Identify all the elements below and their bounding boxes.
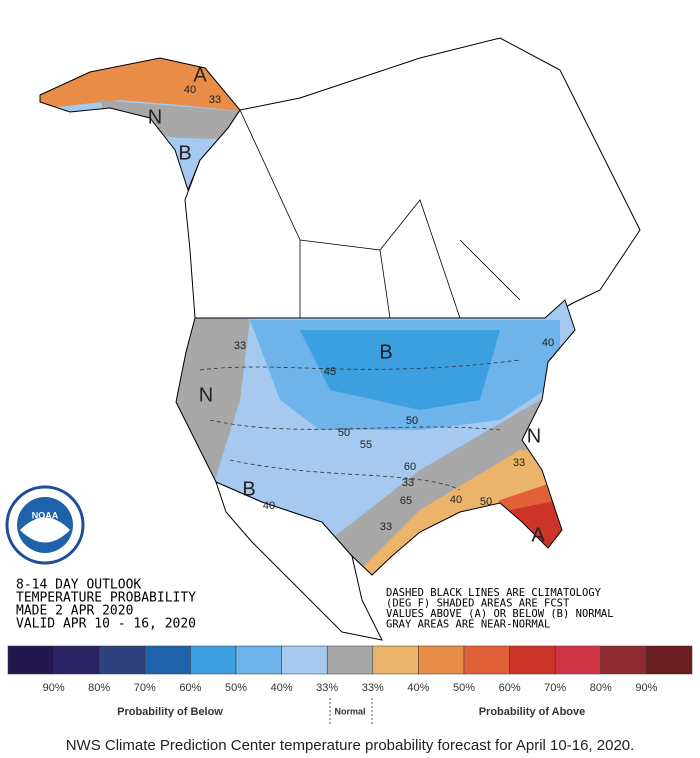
canada	[184, 37, 641, 319]
legend-swatch	[372, 645, 419, 675]
legend-label: 80%	[590, 682, 612, 694]
region-label: B	[242, 478, 255, 500]
legend-label: 33%	[316, 682, 338, 694]
region-label: N	[199, 384, 213, 406]
legend-label: 50%	[225, 682, 247, 694]
region-label: 40	[542, 337, 554, 349]
region-label: 33	[513, 457, 525, 469]
region-label: N	[148, 106, 162, 128]
legend-label: 60%	[179, 682, 201, 694]
legend-swatch	[600, 645, 647, 675]
legend-swatch	[646, 645, 693, 675]
alaska-outline	[39, 57, 241, 192]
region-label: 33	[234, 340, 246, 352]
region-label: 65	[400, 495, 412, 507]
region-label: 40	[450, 494, 462, 506]
outlook-line: TEMPERATURE PROBABILITY	[16, 591, 196, 606]
note-line: (DEG F) SHADED AREAS ARE FCST	[386, 598, 570, 610]
outlook-line: VALID APR 10 - 16, 2020	[16, 617, 196, 632]
legend-label: 90%	[43, 682, 65, 694]
note-line: DASHED BLACK LINES ARE CLIMATOLOGY	[386, 587, 602, 599]
region-label: 55	[360, 439, 372, 451]
outlook-line: MADE 2 APR 2020	[16, 604, 133, 619]
noaa-bird	[20, 517, 70, 543]
legend-swatch	[463, 645, 510, 675]
region-label: 60	[404, 461, 416, 473]
legend-label: 70%	[134, 682, 156, 694]
legend-label: 33%	[362, 682, 384, 694]
legend-label: 70%	[544, 682, 566, 694]
region-label: 50	[338, 427, 350, 439]
note-line: VALUES ABOVE (A) OR BELOW (B) NORMAL	[386, 608, 614, 620]
region-label: 50	[480, 496, 492, 508]
legend-swatch	[144, 645, 191, 675]
legend-normal: Normal	[334, 706, 365, 716]
region-label: 50	[406, 415, 418, 427]
logo-text: NOAA	[32, 510, 59, 520]
legend-swatch	[326, 645, 374, 675]
legend-swatch	[7, 645, 54, 675]
legend-below: Probability of Below	[117, 706, 223, 718]
caption: NWS Climate Prediction Center temperatur…	[66, 737, 635, 754]
legend-above: Probability of Above	[479, 706, 586, 718]
legend-swatch	[509, 645, 556, 675]
region-label: 33	[209, 94, 221, 106]
legend-swatch	[98, 645, 146, 675]
region-label: B	[178, 142, 191, 164]
legend-swatch	[418, 645, 465, 675]
legend-label: 60%	[499, 682, 521, 694]
legend-label: 90%	[635, 682, 657, 694]
legend-swatch	[53, 645, 100, 675]
region-label: A	[193, 64, 207, 86]
legend-label: 80%	[88, 682, 110, 694]
region-label: B	[379, 341, 392, 363]
region-label: 40	[184, 84, 196, 96]
legend-swatch	[554, 645, 602, 675]
us-outline	[175, 299, 576, 576]
region-label: 45	[324, 366, 336, 378]
legend-label: 40%	[407, 682, 429, 694]
legend-swatch	[281, 645, 328, 675]
legend-swatch	[235, 645, 282, 675]
region-label: 33	[402, 477, 414, 489]
region-label: A	[531, 524, 545, 546]
legend-label: 40%	[271, 682, 293, 694]
note-line: GRAY AREAS ARE NEAR-NORMAL	[386, 619, 550, 631]
region-label: 33	[380, 521, 392, 533]
legend-label: 50%	[453, 682, 475, 694]
province-lines	[239, 109, 521, 319]
outlook-line: 8-14 DAY OUTLOOK	[16, 578, 141, 593]
region-label: 40	[263, 500, 275, 512]
region-label: N	[527, 425, 541, 447]
legend-swatch	[190, 645, 237, 675]
